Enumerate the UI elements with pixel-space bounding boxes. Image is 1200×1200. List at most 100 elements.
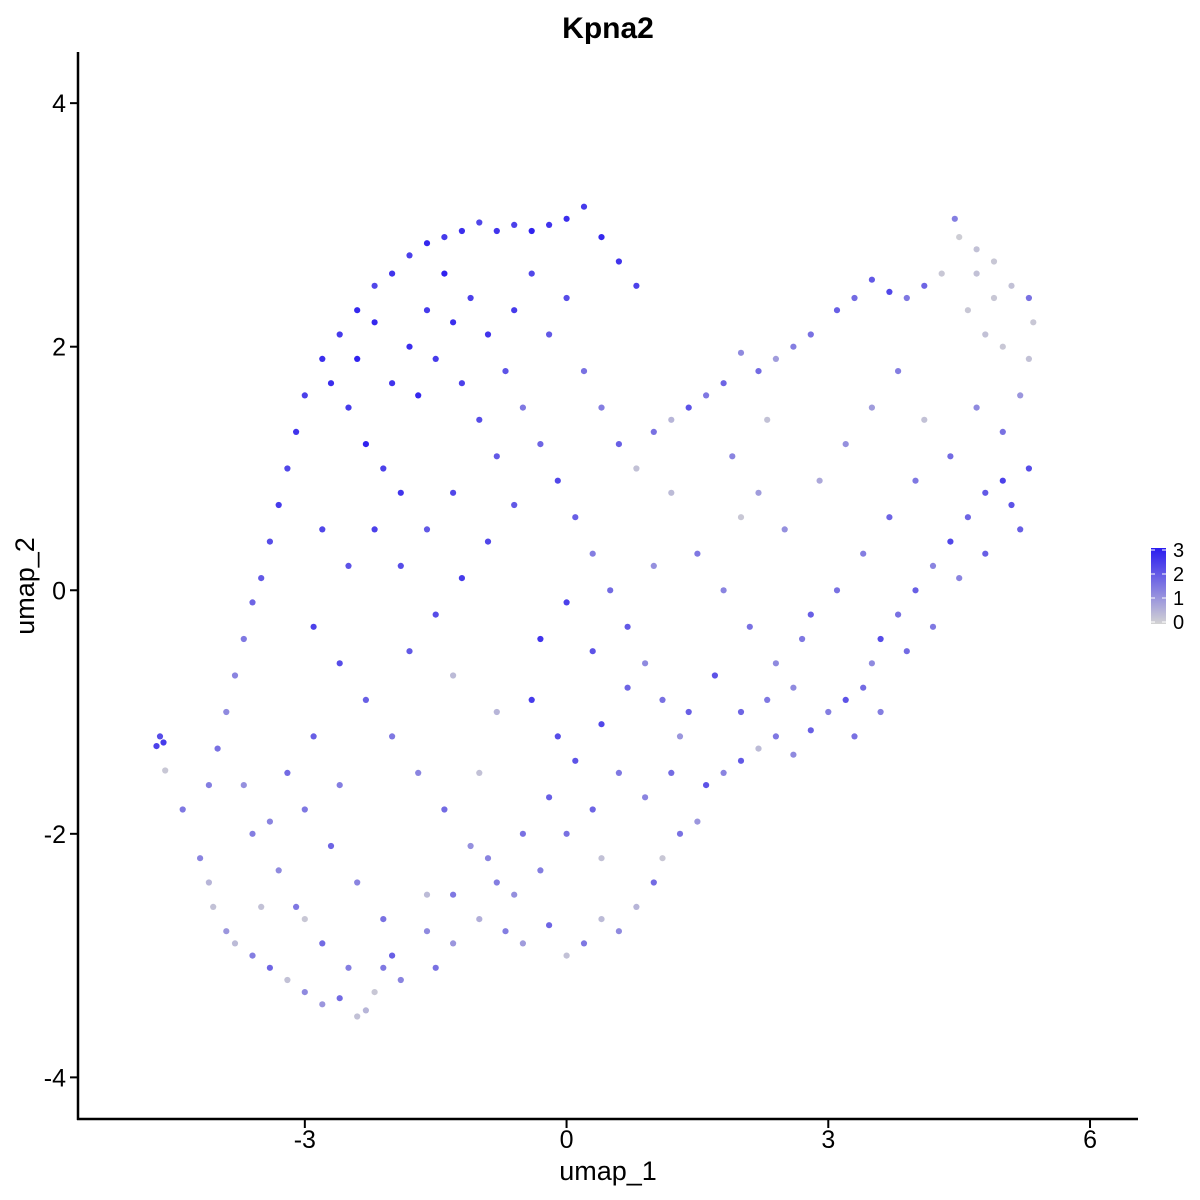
- scatter-point: [380, 964, 387, 971]
- scatter-point: [467, 294, 474, 302]
- y-tick-label: 4: [52, 90, 66, 118]
- scatter-point: [476, 219, 483, 226]
- scatter-point: [807, 727, 814, 734]
- scatter-point: [266, 964, 273, 971]
- colorbar-tick-label: 0: [1173, 612, 1184, 634]
- colorbar-tick-label: 3: [1173, 540, 1184, 562]
- scatter-point: [327, 842, 335, 850]
- scatter-point: [389, 952, 396, 959]
- scatter-point: [589, 806, 596, 813]
- scatter-point: [511, 891, 518, 898]
- scatter-point: [240, 635, 247, 643]
- scatter-point: [546, 922, 553, 929]
- scatter-point: [546, 221, 553, 228]
- scatter-point: [214, 745, 221, 752]
- scatter-point: [755, 489, 762, 496]
- scatter-point: [275, 501, 282, 509]
- scatter-point: [450, 891, 457, 898]
- scatter-point: [877, 635, 884, 643]
- scatter-point: [598, 855, 605, 862]
- scatter-point: [336, 331, 343, 338]
- scatter-point: [301, 806, 308, 813]
- scatter-point: [711, 672, 719, 679]
- scatter-point: [964, 307, 972, 314]
- scatter-point: [999, 428, 1006, 435]
- scatter-point: [484, 538, 492, 545]
- scatter-point: [572, 757, 579, 764]
- scatter-point: [354, 307, 361, 314]
- scatter-point: [423, 928, 431, 935]
- scatter-point: [729, 453, 736, 460]
- y-axis-label: umap_2: [10, 537, 40, 635]
- y-axis-ticks: -4 -2 0 2 4: [44, 90, 78, 1092]
- scatter-point: [345, 404, 352, 411]
- scatter-point: [223, 708, 230, 716]
- scatter-point: [284, 769, 291, 777]
- scatter-point: [380, 465, 387, 472]
- scatter-point: [903, 294, 910, 302]
- scatter-point: [580, 940, 588, 947]
- scatter-point: [807, 611, 814, 618]
- scatter-point: [493, 453, 500, 460]
- scatter-point: [685, 708, 692, 716]
- scatter-point: [528, 696, 535, 704]
- scatter-point: [546, 331, 553, 338]
- scatter-point: [563, 215, 570, 222]
- scatter-point: [929, 562, 937, 570]
- scatter-point: [415, 769, 422, 777]
- scatter-point: [921, 282, 928, 289]
- scatter-point: [441, 270, 448, 277]
- scatter-point: [432, 611, 439, 618]
- scatter-point: [833, 307, 841, 314]
- scatter-point: [336, 995, 343, 1002]
- scatter-point: [467, 842, 474, 850]
- scatter-point: [772, 355, 780, 362]
- scatter-point: [868, 660, 876, 667]
- y-tick-label: -2: [44, 821, 66, 849]
- scatter-point: [746, 623, 753, 630]
- scatter-point: [380, 916, 387, 923]
- scatter-point: [458, 575, 465, 582]
- scatter-point: [781, 526, 788, 533]
- scatter-point: [458, 227, 465, 235]
- scatter-point: [624, 684, 631, 691]
- scatter-point: [1030, 319, 1037, 326]
- scatter-point: [676, 733, 684, 740]
- scatter-point: [293, 428, 300, 435]
- scatter-point: [951, 215, 958, 222]
- scatter-point: [354, 1013, 361, 1020]
- scatter-point: [345, 964, 352, 971]
- scatter-point: [659, 696, 666, 704]
- scatter-point: [406, 648, 413, 655]
- scatter-point: [868, 404, 876, 411]
- scatter-point: [833, 587, 841, 594]
- scatter-point: [502, 368, 509, 375]
- scatter-point: [389, 270, 396, 277]
- scatter-point: [764, 416, 771, 423]
- scatter-point: [528, 227, 535, 235]
- scatter-point: [240, 782, 247, 789]
- scatter-point: [450, 489, 457, 496]
- scatter-point: [563, 952, 570, 959]
- scatter-point: [895, 368, 902, 375]
- scatter-point: [258, 575, 265, 582]
- scatter-point: [371, 989, 378, 996]
- scatter-point: [266, 538, 273, 545]
- scatter-point: [336, 660, 343, 667]
- scatter-point: [554, 733, 561, 740]
- scatter-point: [537, 867, 544, 874]
- scatter-point: [210, 903, 217, 911]
- scatter-point: [973, 404, 980, 411]
- scatter-point: [275, 867, 282, 874]
- x-tick-label: 0: [560, 1126, 574, 1154]
- scatter-point: [816, 477, 823, 484]
- scatter-point: [415, 392, 422, 399]
- scatter-point: [441, 234, 448, 241]
- scatter-point: [537, 441, 544, 448]
- scatter-point: [511, 501, 518, 509]
- scatter-point: [1008, 282, 1015, 289]
- scatter-point: [790, 751, 797, 758]
- scatter-point: [860, 684, 867, 691]
- scatter-point: [956, 575, 963, 582]
